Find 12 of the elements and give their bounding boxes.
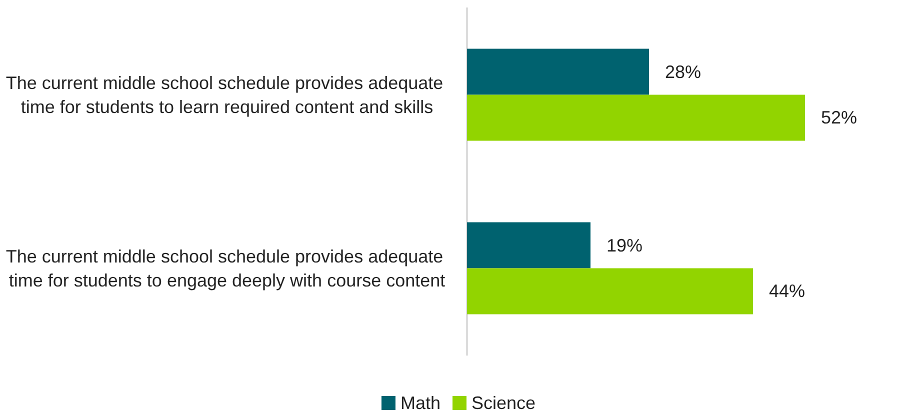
bar xyxy=(467,94,805,141)
bar xyxy=(467,222,590,268)
legend-label: Math xyxy=(400,393,441,413)
legend-label: Science xyxy=(471,393,536,413)
data-label: 52% xyxy=(821,108,858,128)
data-label: 44% xyxy=(769,281,806,302)
y-tick-label: The current middle school schedule provides adequate time for students to engage deeply with course content xyxy=(6,246,448,290)
data-label: 19% xyxy=(606,235,643,256)
data-label: 28% xyxy=(665,62,702,82)
bar xyxy=(467,48,649,95)
bar xyxy=(467,268,753,314)
y-tick-label: The current middle school schedule provides adequate time for students to learn required content and skills xyxy=(6,72,448,117)
